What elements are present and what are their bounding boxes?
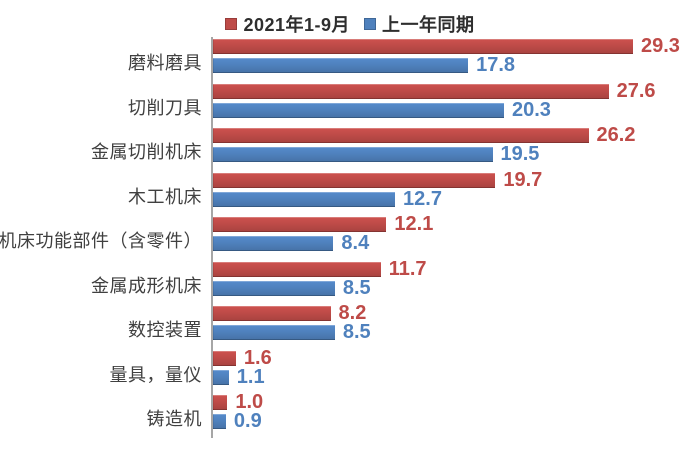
category-group: 金属切削机床 26.2 19.5 (0, 124, 700, 171)
category-group: 金属成形机床 11.7 8.5 (0, 257, 700, 305)
value-label-current-period: 12.1 (394, 213, 434, 235)
bar-previous-period (213, 414, 226, 429)
category-label: 切削刀具 (128, 97, 202, 118)
bar-previous-period (213, 325, 335, 340)
bar-current-period (213, 83, 609, 99)
bar-current-period (213, 39, 633, 54)
category-bars: 12.1 8.4 (211, 213, 700, 260)
value-label-current-period: 29.3 (640, 35, 680, 57)
category-bars: 8.2 8.5 (211, 302, 700, 349)
bar-row: 1.0 (213, 391, 700, 413)
bar-row: 12.1 (213, 213, 700, 235)
bar-row: 8.5 (213, 321, 700, 343)
category-bars: 29.3 17.8 (211, 35, 700, 82)
bar-groups: 磨料磨具 29.3 17.8 切削刀具 27.6 20.3 金属切削机床 26.2 19.5 木工… (0, 35, 700, 439)
bar-row: 12.7 (213, 187, 700, 210)
category-label: 铸造机 (146, 409, 202, 430)
category-label: 木工机床 (128, 186, 202, 207)
legend-item-previous-period: 上一年同期 (364, 11, 475, 37)
category-group: 机床功能部件（含零件） 12.1 8.4 (0, 213, 700, 260)
value-label-previous-period: 8.5 (342, 276, 371, 299)
bar-current-period (213, 128, 589, 143)
category-bars: 27.6 20.3 (211, 79, 700, 127)
value-label-current-period: 1.6 (243, 346, 272, 369)
category-group: 磨料磨具 29.3 17.8 (0, 35, 700, 82)
bar-row: 19.5 (213, 143, 700, 165)
bar-row: 19.7 (213, 168, 700, 191)
category-label: 数控装置 (128, 320, 202, 341)
category-group: 木工机床 19.7 12.7 (0, 168, 700, 216)
bar-row: 8.5 (213, 276, 700, 299)
legend-item-current-period: 2021年1-9月 (225, 11, 350, 37)
bar-row: 20.3 (213, 98, 700, 121)
bar-row: 29.3 (213, 35, 700, 57)
category-bars: 26.2 19.5 (211, 124, 700, 171)
category-bars: 1.6 1.1 (211, 346, 700, 394)
bar-current-period (213, 306, 331, 321)
bar-row: 26.2 (213, 124, 700, 146)
chart-legend: 2021年1-9月 上一年同期 (0, 11, 700, 37)
category-group: 数控装置 8.2 8.5 (0, 302, 700, 349)
bar-current-period (213, 395, 228, 410)
category-bars: 1.0 0.9 (211, 391, 700, 438)
bar-current-period (213, 217, 387, 232)
bar-previous-period (213, 102, 504, 118)
bar-previous-period (213, 236, 334, 251)
category-label: 量具，量仪 (109, 364, 202, 385)
value-label-previous-period: 17.8 (476, 54, 516, 76)
value-label-current-period: 1.0 (235, 391, 264, 413)
bar-row: 0.9 (213, 410, 700, 432)
category-label: 磨料磨具 (128, 53, 202, 74)
plot-area: 磨料磨具 29.3 17.8 切削刀具 27.6 20.3 金属切削机床 26.2 19.5 木工… (0, 35, 700, 439)
legend-label: 2021年1-9月 (243, 15, 351, 35)
value-label-previous-period: 12.7 (403, 187, 442, 210)
category-label: 金属成形机床 (91, 275, 202, 296)
value-label-previous-period: 8.4 (341, 232, 370, 254)
legend-swatch-icon (225, 18, 238, 30)
bar-previous-period (213, 369, 229, 385)
value-label-previous-period: 1.1 (236, 365, 265, 388)
bar-previous-period (213, 58, 469, 73)
bar-row: 1.1 (213, 365, 700, 388)
legend-swatch-icon (364, 18, 377, 30)
category-label: 机床功能部件（含零件） (0, 231, 202, 252)
category-bars: 19.7 12.7 (211, 168, 700, 216)
bar-previous-period (213, 280, 335, 296)
category-bars: 11.7 8.5 (211, 257, 700, 305)
value-label-previous-period: 0.9 (233, 410, 262, 432)
bar-current-period (213, 172, 496, 188)
category-group: 铸造机 1.0 0.9 (0, 391, 700, 438)
bar-row: 27.6 (213, 79, 700, 102)
value-label-current-period: 11.7 (388, 257, 427, 280)
value-label-previous-period: 8.5 (342, 321, 371, 343)
bar-current-period (213, 261, 381, 277)
value-label-current-period: 8.2 (338, 302, 367, 324)
value-label-previous-period: 19.5 (500, 143, 540, 165)
category-label: 金属切削机床 (91, 142, 202, 163)
bar-row: 8.4 (213, 232, 700, 254)
bar-previous-period (213, 191, 396, 207)
legend-label: 上一年同期 (382, 15, 475, 35)
value-label-previous-period: 20.3 (511, 98, 551, 121)
bar-row: 17.8 (213, 54, 700, 76)
category-group: 量具，量仪 1.6 1.1 (0, 346, 700, 394)
bar-row: 8.2 (213, 302, 700, 324)
category-group: 切削刀具 27.6 20.3 (0, 79, 700, 127)
bar-current-period (213, 350, 236, 366)
value-label-current-period: 19.7 (503, 168, 543, 191)
bar-row: 11.7 (213, 257, 700, 280)
y-axis-line (211, 37, 213, 438)
value-label-current-period: 27.6 (616, 79, 656, 102)
bar-previous-period (213, 147, 493, 162)
bar-row: 1.6 (213, 346, 700, 369)
value-label-current-period: 26.2 (596, 124, 636, 146)
